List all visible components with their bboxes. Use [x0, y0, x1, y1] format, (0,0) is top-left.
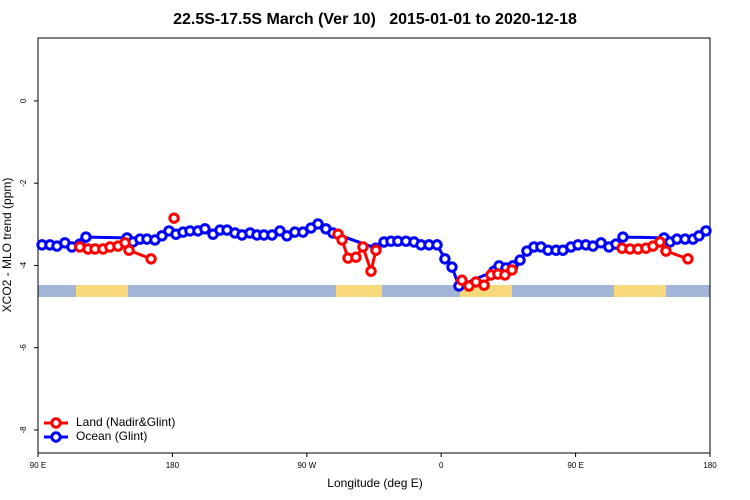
point — [617, 231, 629, 243]
legend-marker — [50, 417, 62, 429]
x-tick-label: 90 E — [30, 461, 46, 470]
land-patch — [336, 285, 382, 297]
y-tick-label: -8 — [19, 426, 28, 434]
chart-title: 22.5S-17.5S March (Ver 10) 2015-01-01 to… — [173, 11, 577, 28]
point — [700, 225, 712, 237]
point — [350, 251, 362, 263]
point — [682, 253, 694, 265]
y-tick-label: -4 — [19, 261, 28, 269]
point — [439, 253, 451, 265]
point — [312, 218, 324, 230]
land-patch — [614, 285, 666, 297]
x-axis-title: Longitude (deg E) — [327, 476, 422, 490]
land-sea-strip — [38, 285, 710, 297]
y-tick-label: -6 — [19, 344, 28, 352]
land-patch — [76, 285, 128, 297]
point — [456, 274, 468, 286]
point — [446, 261, 458, 273]
point — [357, 241, 369, 253]
x-tick-label: 180 — [166, 461, 180, 470]
legend-label: Land (Nadir&Glint) — [76, 415, 175, 429]
x-tick-label: 180 — [703, 461, 717, 470]
point — [506, 264, 518, 276]
point — [431, 239, 443, 251]
point — [336, 234, 348, 246]
point — [123, 244, 135, 256]
point — [168, 212, 180, 224]
point — [660, 245, 672, 257]
series — [74, 212, 694, 292]
point — [199, 223, 211, 235]
y-axis-title: XCO2 - MLO trend (ppm) — [0, 178, 14, 313]
legend-marker — [50, 431, 62, 443]
y-tick-label: 0 — [19, 98, 28, 103]
point — [514, 254, 526, 266]
point — [365, 265, 377, 277]
point — [80, 231, 92, 243]
point — [145, 253, 157, 265]
legend-label: Ocean (Glint) — [76, 429, 147, 443]
point — [370, 244, 382, 256]
x-tick-label: 90 W — [297, 461, 316, 470]
x-tick-label: 90 E — [567, 461, 583, 470]
x-tick-label: 0 — [439, 461, 444, 470]
point — [654, 236, 666, 248]
point — [478, 279, 490, 291]
y-tick-label: -2 — [19, 179, 28, 187]
